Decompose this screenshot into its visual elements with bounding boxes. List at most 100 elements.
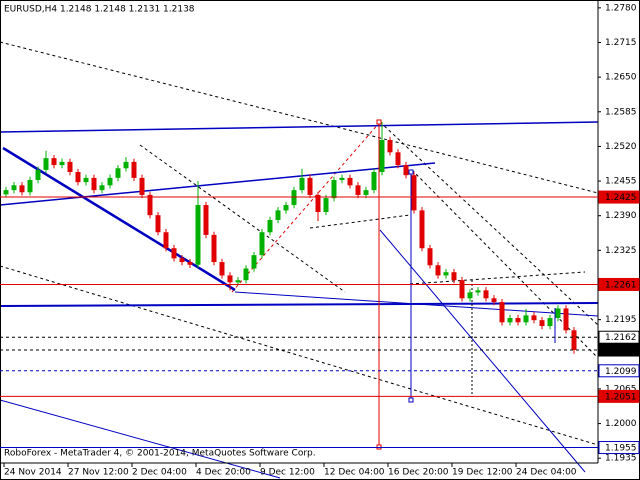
candle-body (563, 308, 569, 331)
candle-body (571, 330, 577, 351)
candle-body (315, 194, 321, 212)
candle-body (147, 194, 153, 216)
anchor (376, 119, 382, 125)
candle-body (219, 262, 225, 276)
candle-body (403, 165, 409, 176)
level-label: 1.2138 (605, 346, 637, 356)
candle-body (411, 175, 417, 211)
candle-body (419, 210, 425, 249)
candle-body (211, 234, 217, 263)
trend-line (379, 229, 586, 473)
level-label: 1.2162 (605, 333, 637, 343)
candle-body (43, 158, 49, 170)
trend-line (309, 214, 411, 229)
anchor (408, 397, 414, 403)
candle-body (379, 140, 385, 173)
candle-body (115, 168, 121, 178)
candle-body (179, 258, 185, 263)
trend-line (2, 146, 236, 292)
candle-body (83, 177, 89, 183)
candle-body (163, 232, 169, 249)
candle-body (491, 298, 497, 303)
candle-body (531, 315, 537, 321)
candle-body (371, 172, 377, 191)
candle-body (19, 185, 25, 193)
candle-body (139, 177, 145, 195)
x-tick-label: 12 Dec 04:00 (324, 468, 385, 478)
y-tick-label: 1.2520 (605, 142, 637, 152)
level-label-box (598, 389, 640, 403)
y-tick-label: 1.2000 (605, 419, 637, 429)
candle-body (427, 248, 433, 266)
candle-body (99, 185, 105, 191)
candle-body (451, 272, 457, 281)
trend-line (379, 121, 599, 326)
candle-body (523, 315, 529, 323)
candle-body (507, 318, 513, 323)
trend-line (139, 144, 346, 293)
candle-body (299, 177, 305, 191)
candle-body (51, 158, 57, 166)
candle-body (555, 308, 561, 319)
y-tick-label: 1.1935 (605, 454, 637, 464)
y-tick-label: 1.2715 (605, 38, 637, 48)
y-tick-label: 1.2325 (605, 246, 637, 256)
level-label-box (598, 330, 640, 344)
candle-body (259, 232, 265, 256)
footer: RoboForex - MetaTrader 4, © 2001-2014, M… (4, 449, 316, 459)
trend-line (0, 162, 436, 206)
candle-body (203, 205, 209, 235)
y-tick-label: 1.2195 (605, 315, 637, 325)
candle-body (35, 169, 41, 181)
x-tick-label: 4 Dec 20:00 (196, 468, 251, 478)
candle-body (243, 268, 249, 281)
level-label: 1.1955 (605, 444, 637, 454)
candle-body (227, 275, 233, 283)
level-label-box (598, 277, 640, 291)
x-tick-label: 19 Dec 12:00 (452, 468, 513, 478)
candle-body (355, 185, 361, 195)
trend-line (0, 41, 599, 194)
level-label: 1.2261 (605, 280, 637, 290)
candle-body (307, 177, 313, 195)
candle-body (275, 210, 281, 220)
candle-body (323, 198, 329, 212)
x-tick-label: 2 Dec 04:00 (132, 468, 187, 478)
candle-body (187, 262, 193, 265)
level-label-box (598, 441, 640, 455)
anchor (376, 444, 382, 450)
trend-line (0, 265, 599, 446)
candle-body (283, 205, 289, 211)
candle-body (443, 272, 449, 276)
candle-body (267, 219, 273, 233)
candle-body (27, 180, 33, 193)
candle-body (435, 265, 441, 276)
candle-body (59, 161, 65, 166)
candle-body (483, 290, 489, 299)
drawings (0, 41, 599, 479)
trend-line (0, 302, 599, 307)
trend-line (0, 399, 281, 479)
candle-body (131, 161, 137, 178)
candle-body (251, 255, 257, 269)
y-tick-label: 1.2455 (605, 177, 637, 187)
candle-body (347, 177, 353, 186)
level-label: 1.2425 (605, 193, 637, 203)
candle-body (499, 302, 505, 323)
trend-line (234, 291, 599, 317)
y-tick-label: 1.2780 (605, 3, 637, 13)
candle-body (291, 190, 297, 206)
candle-body (75, 172, 81, 183)
x-tick-label: 24 Nov 2014 (4, 468, 62, 478)
candle-body (475, 290, 481, 293)
candle-body (235, 280, 241, 283)
level-label-box (598, 343, 640, 357)
candle-body (155, 215, 161, 233)
x-tick-label: 9 Dec 12:00 (260, 468, 315, 478)
candle-body (3, 190, 9, 195)
candle-body (11, 185, 17, 191)
anchor (408, 169, 414, 175)
candle-body (459, 280, 465, 299)
